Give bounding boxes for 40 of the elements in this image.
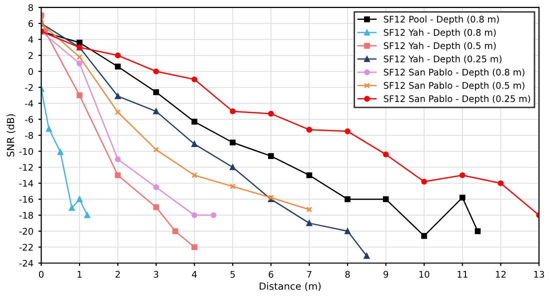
legend-label: SF12 San Pablo - Depth (0.5 m) — [384, 82, 524, 91]
legend-label: SF12 Yah - Depth (0.25 m) — [384, 55, 502, 64]
x-tick-label: 3 — [154, 270, 158, 278]
x-tick-label: 6 — [268, 270, 274, 278]
x-tick-label: 11 — [458, 271, 468, 278]
y-tick-label: -8 — [25, 132, 33, 139]
y-tick-label: -6 — [25, 116, 34, 123]
x-tick-label: 7 — [307, 271, 312, 278]
y-tick-label: -18 — [19, 212, 33, 219]
y-tick-label: -22 — [19, 244, 33, 251]
y-tick-label: -24 — [19, 260, 34, 267]
legend-label: SF12 Yah - Depth (0.5 m) — [384, 42, 496, 51]
legend-label: SF12 San Pablo - Depth (0.8 m) — [384, 68, 524, 78]
y-tick-label: 4 — [28, 36, 34, 43]
y-tick-label: -16 — [19, 196, 34, 203]
x-axis-title: Distance (m) — [260, 282, 321, 291]
x-tick-label: 0 — [38, 270, 44, 278]
y-tick-label: -10 — [19, 148, 34, 155]
y-tick-label: 6 — [28, 20, 34, 28]
legend-label: SF12 San Pablo - Depth (0.25 m) — [384, 95, 530, 104]
y-tick-label: 0 — [28, 68, 34, 75]
y-tick-label: -2 — [25, 84, 33, 91]
legend-label: SF12 Yah - Depth (0.8 m) — [384, 28, 496, 38]
x-tick-label: 2 — [116, 270, 120, 278]
x-tick-label: 5 — [230, 271, 235, 278]
x-tick-label: 8 — [345, 270, 350, 278]
x-tick-label: 4 — [192, 271, 197, 278]
x-tick-label: 13 — [534, 270, 544, 278]
x-tick-label: 10 — [419, 270, 430, 278]
y-tick-label: -12 — [19, 164, 33, 171]
x-tick-label: 12 — [496, 270, 506, 278]
x-tick-label: 1 — [78, 271, 82, 278]
y-tick-label: -20 — [19, 228, 34, 235]
legend-label: SF12 Pool - Depth (0.8 m) — [384, 16, 499, 24]
x-tick-label: 9 — [384, 270, 388, 278]
y-tick-label: 8 — [28, 4, 33, 12]
y-tick-label: -4 — [25, 100, 34, 107]
y-tick-label: -14 — [19, 180, 34, 187]
y-tick-label: 2 — [28, 52, 33, 59]
y-axis-title: SNR (dB) — [6, 114, 16, 157]
